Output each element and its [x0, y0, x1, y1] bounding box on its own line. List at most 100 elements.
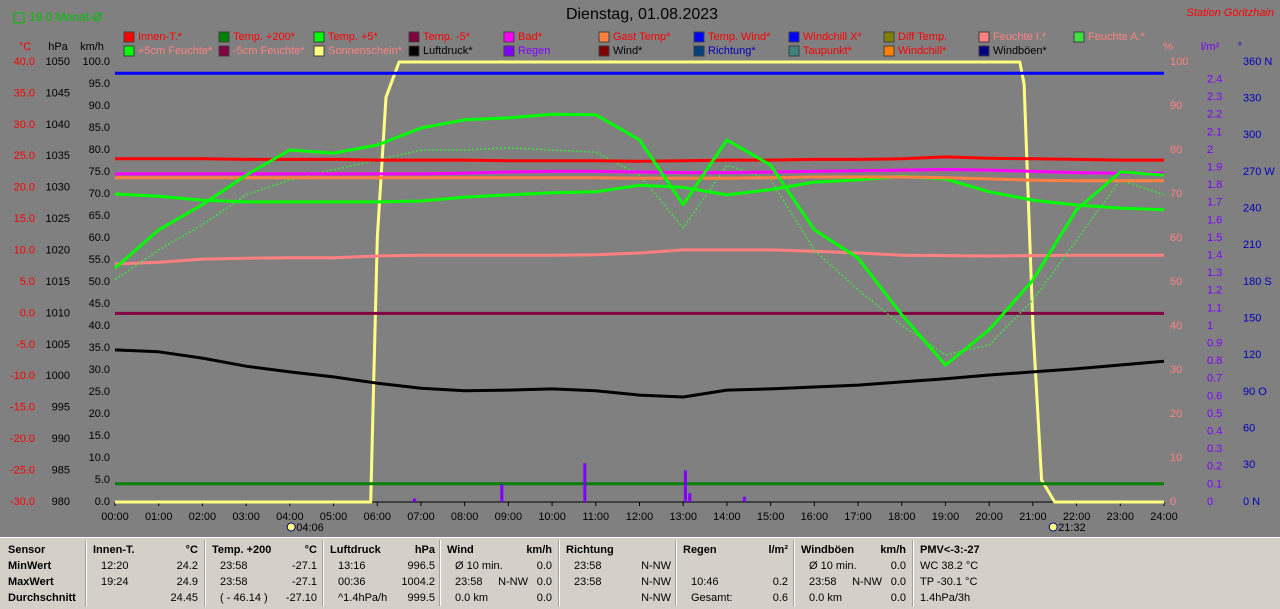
- cell-value: 24.45: [170, 592, 198, 604]
- y-tick-label: 20.0: [14, 182, 35, 194]
- series-line: [115, 60, 1164, 504]
- y-tick-label: 995: [52, 402, 70, 414]
- y-tick-label: 60: [1170, 232, 1182, 244]
- cell-text: 23:58: [455, 576, 483, 588]
- y-tick-label: 1.1: [1207, 302, 1222, 314]
- column-header: Sensor: [8, 544, 46, 556]
- y-tick-label: 70: [1170, 188, 1182, 200]
- column-separator: [675, 540, 677, 606]
- column-separator: [439, 540, 441, 606]
- y-tick-label: 0.3: [1207, 443, 1222, 455]
- x-tick-label: 03:00: [232, 511, 260, 523]
- series-line: [115, 155, 1164, 163]
- legend-swatch: [408, 31, 420, 43]
- y-tick-label: 35.0: [89, 342, 110, 354]
- y-tick-label: 10: [1170, 452, 1182, 464]
- y-tick-label: 0: [1207, 496, 1213, 508]
- y-tick-label: 0.7: [1207, 373, 1222, 385]
- y-tick-label: 50.0: [89, 276, 110, 288]
- cell-value: 0.0: [890, 576, 906, 588]
- cell-text: 10:46: [691, 576, 719, 588]
- column-header: Luftdruck: [330, 544, 381, 556]
- series-line: [114, 112, 1165, 367]
- cell-text: ^1.4hPa/h: [338, 592, 388, 604]
- legend-swatch: [218, 45, 230, 57]
- cell-text: 23:58: [220, 576, 248, 588]
- cell-text: 00:36: [338, 576, 366, 588]
- cell-value: N-NW: [641, 592, 671, 604]
- column-header: Innen-T.: [93, 544, 135, 556]
- series-line: [114, 147, 1165, 356]
- legend-swatch: [123, 45, 135, 57]
- cell-direction: N-NW: [852, 576, 882, 588]
- y-tick-label: 50: [1170, 276, 1182, 288]
- y-tick-label: 360 N: [1243, 56, 1272, 68]
- y-tick-label: 20.0: [89, 408, 110, 420]
- cell-text: 0.0 km: [809, 592, 843, 604]
- y-tick-label: 2.3: [1207, 91, 1222, 103]
- y-tick-label: 990: [52, 433, 70, 445]
- y-tick-label: 15.0: [89, 430, 110, 442]
- legend-label: Luftdruck*: [423, 45, 473, 57]
- column-unit: km/h: [526, 544, 552, 556]
- y-tick-label: 80.0: [89, 144, 110, 156]
- legend-label: +5cm Feuchte*: [138, 45, 213, 57]
- legend-label: Temp. Wind*: [708, 31, 771, 43]
- y-tick-label: 1050: [46, 56, 70, 68]
- y-tick-label: 180 S: [1243, 276, 1272, 288]
- y-tick-label: 2.1: [1207, 126, 1222, 138]
- axis-title: %: [1163, 41, 1173, 53]
- y-tick-label: 10.0: [14, 244, 35, 256]
- y-tick-label: -15.0: [10, 402, 35, 414]
- cell-value: 0.0: [890, 560, 906, 572]
- cell-value: N-NW: [641, 576, 671, 588]
- legend-swatch: [313, 31, 325, 43]
- y-tick-label: 30.0: [14, 119, 35, 131]
- y-tick-label: 1000: [46, 370, 70, 382]
- y-tick-label: 30.0: [89, 364, 110, 376]
- y-tick-label: 10.0: [89, 452, 110, 464]
- month-icon: [13, 12, 25, 24]
- legend-swatch: [598, 31, 610, 43]
- y-tick-label: 120: [1243, 349, 1261, 361]
- y-tick-label: 0: [1170, 496, 1176, 508]
- cell-text: 23:58: [809, 576, 837, 588]
- series-line: [114, 248, 1164, 266]
- statistics-panel: Sensor MinWert MaxWert Durchschnitt Innen-T.…: [0, 537, 1280, 609]
- y-tick-label: 0.0: [95, 496, 110, 508]
- row-label: Durchschnitt: [8, 592, 76, 604]
- legend-swatch: [408, 45, 420, 57]
- column-separator: [793, 540, 795, 606]
- y-tick-label: 1: [1207, 320, 1213, 332]
- column-unit: l/m²: [768, 544, 788, 556]
- y-tick-label: 90 O: [1243, 386, 1267, 398]
- sunrise-icon: [286, 522, 296, 532]
- y-tick-label: 1.3: [1207, 267, 1222, 279]
- cell-text: 23:58: [574, 576, 602, 588]
- y-tick-label: 1.7: [1207, 197, 1222, 209]
- station-name: Station Göritzhain: [1187, 7, 1274, 19]
- column-header: Wind: [447, 544, 474, 556]
- legend-label: Temp. +5*: [328, 31, 379, 43]
- legend-swatch: [883, 31, 895, 43]
- rain-bar: [683, 470, 687, 502]
- y-tick-label: 95.0: [89, 78, 110, 90]
- column-separator: [322, 540, 324, 606]
- x-tick-label: 06:00: [363, 511, 391, 523]
- cell-value: 0.0: [536, 576, 552, 588]
- y-tick-label: 0 N: [1243, 496, 1260, 508]
- y-tick-label: 0.2: [1207, 461, 1222, 473]
- y-tick-label: 1020: [46, 244, 70, 256]
- y-tick-label: 25.0: [89, 386, 110, 398]
- row-label: TP -30.1 °C: [920, 576, 978, 588]
- cell-value: 0.0: [536, 560, 552, 572]
- legend-swatch: [978, 31, 990, 43]
- cell-value: 0.0: [536, 592, 552, 604]
- x-tick-label: 04:00: [276, 511, 304, 523]
- y-tick-label: 330: [1243, 93, 1261, 105]
- y-tick-label: 30: [1170, 364, 1182, 376]
- cell-text: 23:58: [220, 560, 248, 572]
- axis-title: l/m²: [1201, 41, 1220, 53]
- x-tick-label: 21:00: [1019, 511, 1047, 523]
